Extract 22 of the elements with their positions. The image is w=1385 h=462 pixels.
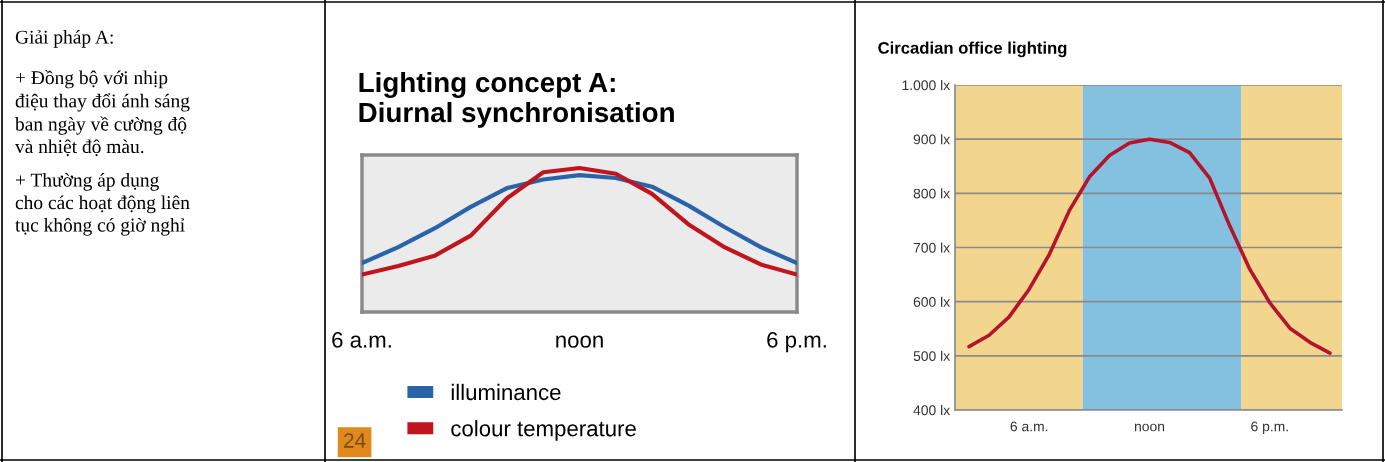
x-tick-label: 6 p.m. (767, 332, 826, 353)
y-tick-label: 900 lx (913, 134, 950, 145)
x-tick-label: 6 a.m. (1010, 421, 1048, 432)
x-tick-label: noon (556, 335, 603, 348)
y-tick-label: 500 lx (913, 350, 950, 361)
chart-title: Circadian office lighting (878, 41, 1067, 58)
line-series (967, 137, 1332, 355)
y-tick-label: 700 lx (913, 242, 950, 253)
chart-title: Lighting concept A: Diurnal synchronisation (359, 71, 674, 128)
text: Giải pháp A: (15, 30, 113, 48)
x-tick-label: 6 p.m. (1251, 421, 1288, 435)
legend-label: colour temperature (451, 420, 636, 441)
x-tick-label: 6 a.m. (332, 332, 391, 348)
y-tick-label: 1.000 lx (902, 79, 950, 91)
text: + Thường áp dụng cho các hoạt động liên tục không có giờ nghỉ (15, 173, 190, 236)
x-tick-label: noon (1134, 423, 1165, 432)
text: + Đồng bộ với nhịp điệu thay đổi ánh sáng ban ngày về cường độ và nhiệt độ màu. (15, 70, 190, 157)
y-tick-label: 400 lx (913, 404, 950, 416)
text: 24 (344, 433, 366, 448)
legend-label: illuminance (451, 383, 561, 401)
y-tick-label: 600 lx (913, 296, 950, 307)
y-tick-label: 800 lx (913, 188, 950, 199)
